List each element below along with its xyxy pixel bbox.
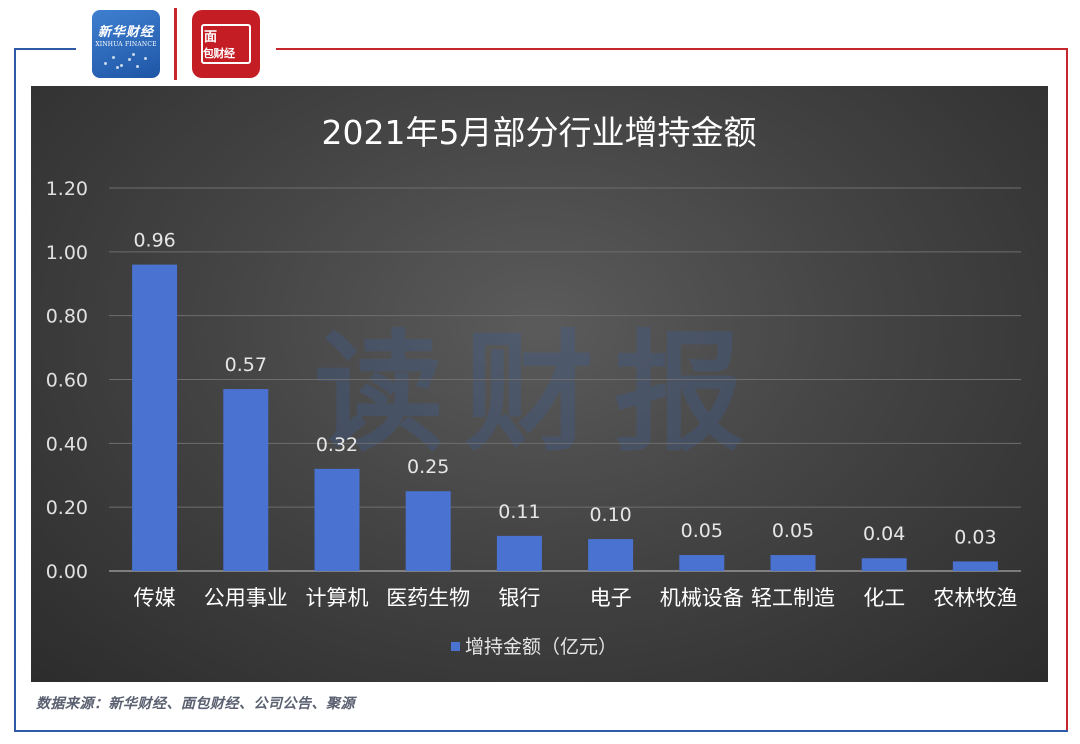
xinhua-logo-dots <box>100 52 152 70</box>
bar <box>861 558 907 571</box>
frame-top-left-line <box>14 48 76 50</box>
legend-label: 增持金额（亿元） <box>465 636 617 658</box>
frame-top-right-line <box>276 48 1068 50</box>
bar-value-label: 0.05 <box>772 520 814 542</box>
bars <box>132 264 998 571</box>
x-tick-label: 农林牧渔 <box>933 586 1017 610</box>
y-tick-label: 0.00 <box>46 561 88 583</box>
bar-value-label: 0.11 <box>498 501 540 523</box>
bar-value-label: 0.32 <box>316 434 358 456</box>
mianbao-logo-line1: 面 <box>204 30 218 45</box>
mianbao-logo-line2: 包财经 <box>203 47 235 60</box>
mianbao-logo-border <box>201 24 251 64</box>
mianbao-finance-logo: 面 包财经 <box>192 10 260 78</box>
x-tick-label: 电子 <box>590 586 632 610</box>
x-tick-label: 医药生物 <box>386 586 470 610</box>
xinhua-logo-cn-text: 新华财经 <box>97 25 154 40</box>
y-tick-label: 0.40 <box>46 433 88 455</box>
bar-value-label: 0.04 <box>863 523 905 545</box>
bar <box>405 491 451 571</box>
x-tick-label: 银行 <box>498 586 540 610</box>
chart-panel: 读财报 2021年5月部分行业增持金额 0.00 0.20 0.40 0.60 0.80… <box>31 86 1048 682</box>
frame-left-line <box>14 48 16 732</box>
xinhua-logo-en-text: XINHUA FINANCE <box>95 41 157 48</box>
legend-swatch <box>451 642 460 651</box>
watermark: 读财报 <box>314 317 764 469</box>
legend: 增持金额（亿元） <box>451 636 617 658</box>
bar <box>314 468 360 571</box>
bar <box>588 539 634 571</box>
bar <box>132 264 178 571</box>
bar-value-label: 0.10 <box>589 504 631 526</box>
x-tick-label: 计算机 <box>306 586 369 610</box>
y-tick-label: 1.00 <box>46 242 88 264</box>
xinhua-finance-logo: 新华财经 XINHUA FINANCE <box>92 10 160 78</box>
bar-value-label: 0.03 <box>954 526 996 548</box>
value-labels: 0.96 0.57 0.32 0.25 0.11 0.10 0.05 0.05 0.04 0.03 <box>133 230 996 549</box>
chart-title: 2021年5月部分行业增持金额 <box>322 113 757 152</box>
y-tick-label: 0.60 <box>46 370 88 392</box>
x-tick-label: 传媒 <box>134 586 176 610</box>
x-tick-label: 机械设备 <box>660 586 744 610</box>
x-tick-label: 轻工制造 <box>751 586 835 610</box>
source-note: 数据来源：新华财经、面包财经、公司公告、聚源 <box>36 696 355 712</box>
y-axis-ticks: 0.00 0.20 0.40 0.60 0.80 1.00 1.20 <box>46 178 88 583</box>
bar <box>952 561 998 571</box>
y-tick-label: 1.20 <box>46 178 88 200</box>
frame-bottom-line <box>14 730 1068 732</box>
bar-chart: 读财报 2021年5月部分行业增持金额 0.00 0.20 0.40 0.60 0.80… <box>46 113 1021 658</box>
y-tick-label: 0.20 <box>46 497 88 519</box>
x-tick-label: 化工 <box>863 586 905 610</box>
bar <box>496 535 542 571</box>
frame-right-line <box>1066 48 1068 732</box>
x-axis-ticks: 传媒 公用事业 计算机 医药生物 银行 电子 机械设备 轻工制造 化工 农林牧渔 <box>134 586 1018 610</box>
bar-value-label: 0.96 <box>133 230 175 252</box>
bar <box>679 555 725 571</box>
bar-value-label: 0.05 <box>681 520 723 542</box>
bar-value-label: 0.57 <box>225 354 267 376</box>
x-tick-label: 公用事业 <box>204 586 288 610</box>
bar-value-label: 0.25 <box>407 456 449 478</box>
bar <box>223 389 269 571</box>
y-tick-label: 0.80 <box>46 306 88 328</box>
logo-divider <box>174 8 177 80</box>
bar <box>770 555 816 571</box>
